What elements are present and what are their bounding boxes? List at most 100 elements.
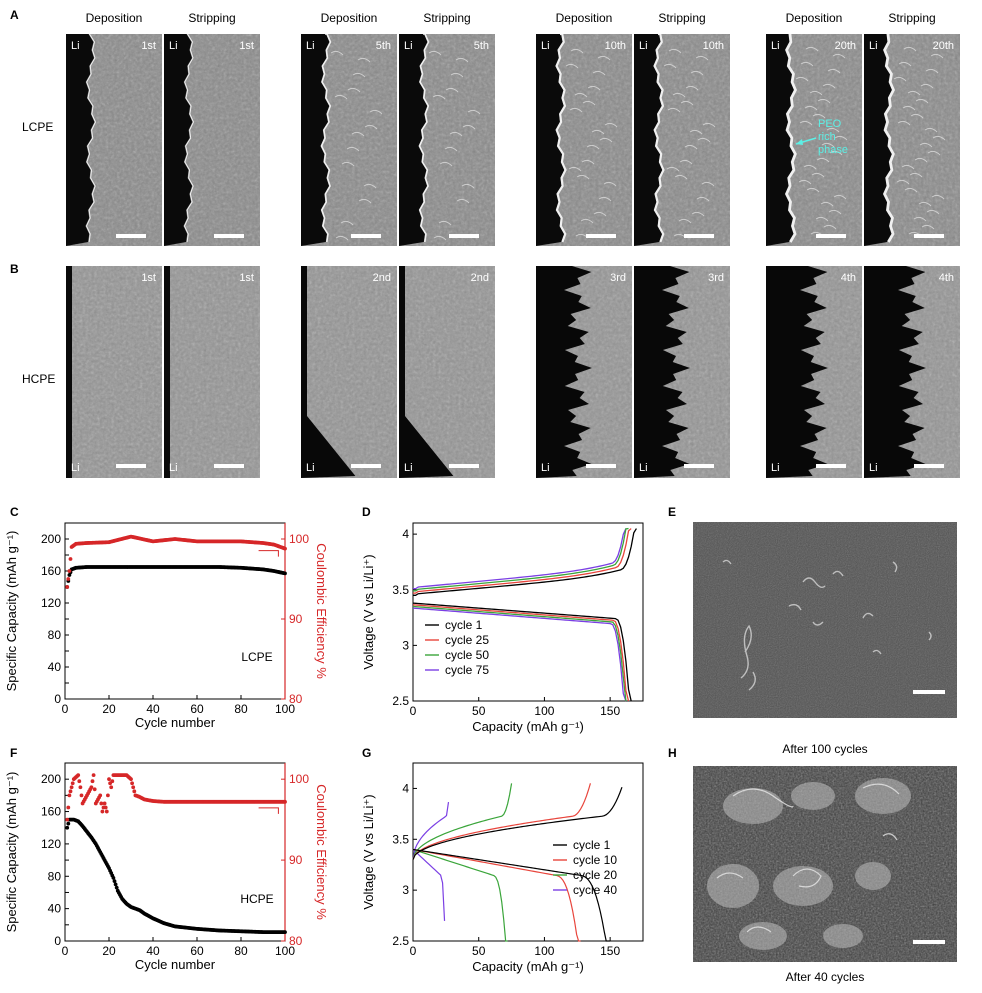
y2-tick-label: 100 bbox=[289, 772, 309, 786]
y-tick-label: 3.5 bbox=[392, 583, 409, 597]
sem-image-e bbox=[693, 522, 957, 718]
panel-letter-g: G bbox=[362, 746, 372, 760]
y-tick-label: 160 bbox=[41, 805, 61, 819]
y2-tick-label: 90 bbox=[289, 612, 303, 626]
header-deposition-3: Deposition bbox=[555, 11, 613, 25]
scale-bar bbox=[214, 464, 244, 468]
charge-curve bbox=[412, 783, 592, 860]
panel-letter-h: H bbox=[668, 746, 677, 760]
x-tick-label: 100 bbox=[275, 944, 295, 958]
plot-frame bbox=[412, 762, 644, 942]
data-point bbox=[89, 785, 94, 790]
legend-entry: cycle 25 bbox=[445, 633, 489, 647]
cycle-label: 4th bbox=[840, 272, 856, 284]
micrograph-b-4-deposition: 4th Li bbox=[766, 266, 862, 478]
micrograph-a-1-deposition: 1st Li bbox=[66, 34, 162, 246]
x-tick-label: 40 bbox=[146, 944, 160, 958]
micrograph-b-2-stripping: 2nd Li bbox=[399, 266, 495, 478]
x-tick-label: 100 bbox=[275, 702, 295, 716]
header-stripping-2: Stripping bbox=[423, 11, 471, 25]
y2-axis-label: Coulombic Efficiency % bbox=[314, 543, 329, 679]
discharge-curve bbox=[412, 848, 581, 942]
caption-h: After 40 cycles bbox=[785, 970, 865, 984]
li-label: Li bbox=[404, 462, 413, 474]
discharge-curve bbox=[412, 602, 632, 702]
data-point bbox=[77, 779, 82, 784]
data-point bbox=[98, 793, 103, 798]
x-tick-label: 100 bbox=[534, 704, 554, 718]
data-point bbox=[110, 779, 115, 784]
x-tick-label: 0 bbox=[62, 944, 69, 958]
caption-e: After 100 cycles bbox=[782, 742, 868, 756]
scale-bar bbox=[684, 464, 714, 468]
data-point bbox=[67, 793, 72, 798]
li-label: Li bbox=[71, 40, 80, 52]
charge-curve bbox=[412, 783, 513, 860]
micrograph-a-4-deposition: 20th Li PEO rich phase bbox=[766, 34, 862, 246]
data-point bbox=[79, 793, 84, 798]
data-point bbox=[67, 569, 72, 573]
data-point bbox=[129, 777, 133, 782]
scale-bar bbox=[351, 464, 381, 468]
x-tick-label: 50 bbox=[472, 704, 486, 718]
y-tick-label: 40 bbox=[48, 902, 62, 916]
discharge-curve bbox=[412, 604, 630, 702]
charge-curve bbox=[412, 801, 450, 860]
panel-letter-c: C bbox=[10, 505, 19, 519]
header-deposition-1: Deposition bbox=[85, 11, 143, 25]
scale-bar bbox=[586, 234, 616, 238]
y-tick-label: 4 bbox=[402, 527, 409, 541]
cycle-label: 10th bbox=[702, 40, 724, 52]
charge-curve bbox=[413, 528, 637, 596]
scale-bar-h bbox=[913, 940, 945, 944]
data-point bbox=[114, 885, 119, 890]
data-point bbox=[103, 805, 108, 810]
li-label: Li bbox=[771, 40, 780, 52]
x-tick-label: 150 bbox=[600, 704, 620, 718]
x-tick-label: 80 bbox=[234, 944, 248, 958]
data-point bbox=[104, 809, 109, 814]
y-axis-label: Specific Capacity (mAh g⁻¹) bbox=[4, 531, 19, 692]
series-right bbox=[65, 534, 287, 589]
y-tick-label: 3 bbox=[402, 638, 409, 652]
y-tick-label: 200 bbox=[41, 772, 61, 786]
cycle-label: 1st bbox=[141, 272, 156, 284]
cycle-label: 20th bbox=[932, 40, 954, 52]
header-stripping-4: Stripping bbox=[888, 11, 936, 25]
discharge-curve bbox=[412, 849, 446, 921]
discharge-curve bbox=[412, 607, 627, 702]
y-tick-label: 80 bbox=[48, 628, 62, 642]
y-tick-label: 120 bbox=[41, 596, 61, 610]
scale-bar bbox=[816, 464, 846, 468]
li-label: Li bbox=[771, 462, 780, 474]
y-tick-label: 3.5 bbox=[392, 832, 409, 846]
cycle-label: 3rd bbox=[708, 272, 724, 284]
data-point bbox=[68, 557, 73, 561]
panel-letter-f: F bbox=[10, 746, 18, 760]
y-tick-label: 2.5 bbox=[392, 934, 409, 948]
li-label: Li bbox=[306, 40, 315, 52]
data-point bbox=[99, 801, 104, 806]
data-point bbox=[113, 882, 118, 887]
y2-tick-label: 80 bbox=[289, 934, 303, 948]
x-tick-label: 100 bbox=[534, 944, 554, 958]
header-stripping-1: Stripping bbox=[188, 11, 236, 25]
li-label: Li bbox=[541, 462, 550, 474]
charge-curve bbox=[413, 528, 627, 590]
scale-bar bbox=[684, 234, 714, 238]
data-point bbox=[107, 777, 111, 782]
scale-bar bbox=[586, 464, 616, 468]
data-point bbox=[102, 801, 107, 806]
li-label: Li bbox=[404, 40, 413, 52]
sem-texture-e bbox=[693, 522, 957, 718]
series-label: HCPE bbox=[240, 892, 273, 906]
plot-frame bbox=[412, 522, 644, 702]
scale-bar bbox=[449, 464, 479, 468]
legend-entry: cycle 50 bbox=[445, 648, 489, 662]
x-tick-label: 0 bbox=[410, 704, 417, 718]
scale-bar bbox=[214, 234, 244, 238]
x-tick-label: 40 bbox=[146, 702, 160, 716]
row-label-lcpe: LCPE bbox=[22, 120, 54, 134]
y2-tick-label: 90 bbox=[289, 853, 303, 867]
